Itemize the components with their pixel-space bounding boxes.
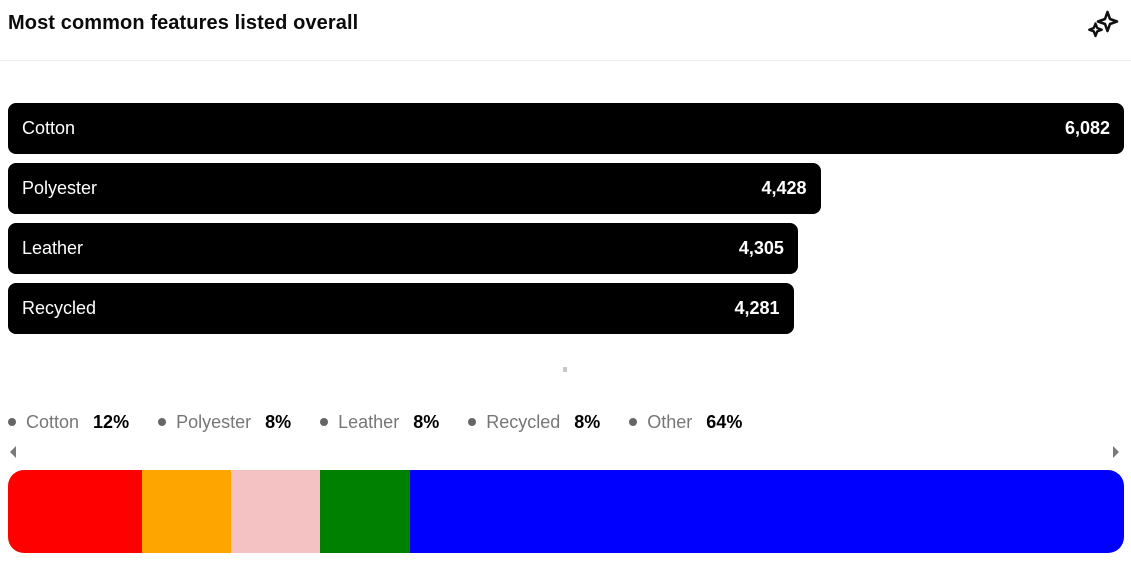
legend-dot-icon xyxy=(320,418,329,426)
sparkles-button[interactable] xyxy=(1083,6,1123,46)
sparkles-icon xyxy=(1086,8,1120,45)
triangle-left-icon xyxy=(10,446,16,458)
bar-cotton[interactable]: Cotton 6,082 xyxy=(8,103,1124,154)
legend-percent: 8% xyxy=(574,411,601,432)
legend-label: Leather xyxy=(338,411,400,432)
bar-chart: Cotton 6,082 Polyester 4,428 Leather 4,305 Rec… xyxy=(8,103,1124,343)
scroll-left-arrow[interactable] xyxy=(6,445,20,459)
legend-percent: 64% xyxy=(706,411,743,432)
legend-percent: 8% xyxy=(265,411,292,432)
page-title: Most common features listed overall xyxy=(8,12,359,34)
bar-value-label: 4,305 xyxy=(738,238,784,258)
legend-item-cotton[interactable]: Cotton 12% xyxy=(8,412,129,433)
bar-category-label: Cotton xyxy=(22,118,76,138)
stacked-segment-recycled[interactable] xyxy=(320,470,410,553)
bar-value-label: 6,082 xyxy=(1064,118,1110,138)
stacked-segment-leather[interactable] xyxy=(231,470,321,553)
bar-polyester[interactable]: Polyester 4,428 xyxy=(8,163,821,214)
legend-item-recycled[interactable]: Recycled 8% xyxy=(468,412,600,433)
bar-recycled[interactable]: Recycled 4,281 xyxy=(8,283,794,334)
legend-dot-icon xyxy=(8,418,16,426)
header-divider xyxy=(0,60,1131,61)
bar-category-label: Leather xyxy=(22,238,84,258)
legend-item-leather[interactable]: Leather 8% xyxy=(320,412,439,433)
legend-item-polyester[interactable]: Polyester 8% xyxy=(158,412,291,433)
legend-dot-icon xyxy=(468,418,477,426)
legend-dot-icon xyxy=(629,418,638,426)
legend-label: Other xyxy=(647,411,693,432)
bar-leather[interactable]: Leather 4,305 xyxy=(8,223,798,274)
bar-value-label: 4,428 xyxy=(761,178,807,198)
stacked-bar xyxy=(8,470,1124,553)
bar-category-label: Polyester xyxy=(22,178,98,198)
header: Most common features listed overall xyxy=(0,0,1131,61)
legend-percent: 8% xyxy=(413,411,440,432)
bar-category-label: Recycled xyxy=(22,298,97,318)
legend-label: Recycled xyxy=(486,411,561,432)
stacked-bar-legend: Cotton 12% Polyester 8% Leather 8% Recycled 8% O… xyxy=(8,409,1123,435)
legend-percent: 12% xyxy=(93,411,130,432)
legend-label: Cotton xyxy=(26,411,80,432)
legend-item-other[interactable]: Other 64% xyxy=(629,412,742,433)
scroll-right-arrow[interactable] xyxy=(1109,445,1123,459)
stacked-segment-other[interactable] xyxy=(409,470,1124,553)
legend-label: Polyester xyxy=(176,411,252,432)
stacked-segment-polyester[interactable] xyxy=(141,470,232,553)
legend-dot-icon xyxy=(158,418,167,426)
bar-value-label: 4,281 xyxy=(734,298,780,318)
triangle-right-icon xyxy=(1113,446,1119,458)
stacked-segment-cotton[interactable] xyxy=(8,470,142,553)
tiny-artifact-dot xyxy=(563,367,567,372)
